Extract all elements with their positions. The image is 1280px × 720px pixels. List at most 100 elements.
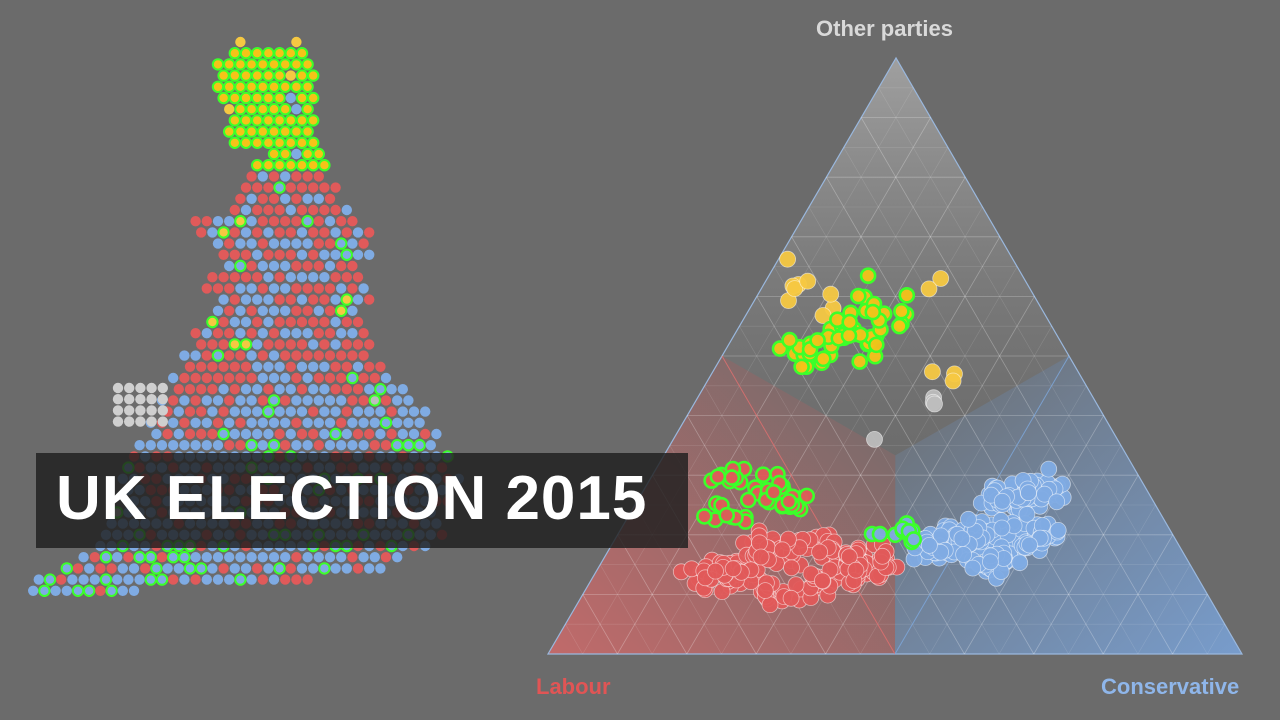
map-constituency: [134, 574, 145, 585]
map-constituency-ni: [112, 405, 124, 416]
constituency-point: [780, 493, 798, 510]
map-constituency: [224, 440, 235, 451]
map-constituency: [364, 361, 375, 372]
map-constituency: [251, 69, 264, 82]
map-constituency: [183, 562, 197, 575]
constituency-point: [964, 559, 982, 577]
map-constituency: [246, 283, 257, 294]
map-constituency: [212, 283, 224, 294]
map-constituency: [308, 339, 319, 350]
map-constituency: [347, 440, 358, 451]
map-constituency: [319, 294, 330, 305]
map-constituency: [252, 428, 263, 440]
map-constituency: [267, 394, 281, 407]
map-constituency: [347, 417, 358, 428]
map-constituency-ni: [112, 394, 124, 405]
map-constituency: [223, 58, 236, 71]
map-constituency: [296, 182, 308, 193]
grid-minor-line: [1137, 564, 1191, 655]
map-constituency: [201, 216, 212, 227]
map-constituency: [319, 272, 330, 283]
map-constituency: [201, 552, 212, 563]
map-constituency: [207, 406, 218, 417]
constituency-point: [841, 313, 859, 331]
map-constituency: [290, 80, 303, 94]
map-constituency: [268, 574, 280, 585]
constituency-point: [932, 270, 950, 287]
map-constituency: [235, 238, 246, 249]
constituency-point: [893, 302, 910, 320]
map-constituency: [274, 428, 285, 440]
constituency-point: [783, 559, 800, 577]
map-constituency: [184, 361, 196, 372]
title-banner: UK ELECTION 2015: [36, 453, 688, 548]
map-constituency: [263, 428, 274, 440]
map-constituency: [336, 260, 347, 272]
map-constituency: [285, 384, 296, 395]
map-constituency: [263, 182, 274, 193]
constituency-point: [798, 487, 816, 505]
map-constituency: [240, 204, 252, 216]
map-constituency: [173, 563, 184, 574]
map-constituency: [267, 439, 281, 452]
constituency-point: [851, 353, 869, 370]
map-constituency: [291, 350, 302, 361]
map-constituency: [319, 361, 330, 372]
map-constituency: [229, 428, 240, 440]
map-constituency: [364, 227, 375, 238]
map-constituency: [251, 91, 264, 105]
constituency-point: [921, 537, 938, 554]
map-constituency: [291, 36, 302, 48]
map-constituency: [224, 574, 235, 585]
map-constituency: [352, 294, 364, 305]
map-constituency: [168, 440, 179, 451]
map-constituency: [218, 294, 229, 305]
map-constituency: [313, 552, 324, 563]
map-constituency: [308, 182, 319, 193]
constituency-point: [756, 582, 774, 599]
map-constituency: [369, 552, 380, 563]
map-constituency: [257, 440, 268, 451]
map-constituency: [319, 227, 330, 238]
map-constituency: [224, 328, 235, 339]
map-constituency: [156, 552, 168, 563]
map-constituency: [341, 406, 352, 417]
map-constituency: [190, 552, 201, 563]
map-constituency: [239, 114, 253, 127]
map-constituency: [245, 125, 258, 138]
map-constituency: [229, 272, 240, 283]
map-constituency: [273, 159, 286, 172]
map-constituency: [330, 406, 341, 417]
map-constituency: [207, 361, 218, 372]
map-constituency: [285, 204, 296, 216]
map-constituency: [302, 574, 313, 585]
map-constituency: [358, 395, 369, 406]
map-constituency: [268, 552, 280, 563]
map-constituency: [123, 574, 134, 585]
map-constituency: [56, 574, 67, 585]
map-constituency: [168, 417, 179, 428]
map-constituency: [347, 283, 358, 294]
constituency-point: [840, 327, 858, 344]
map-constituency: [285, 339, 296, 350]
map-constituency: [105, 584, 118, 597]
map-constituency: [364, 294, 375, 305]
map-constituency: [262, 159, 275, 172]
map-constituency: [240, 406, 252, 417]
map-constituency: [263, 294, 274, 305]
map-constituency: [285, 361, 296, 372]
map-constituency: [235, 395, 246, 406]
map-constituency: [229, 361, 240, 372]
map-constituency: [252, 294, 263, 305]
map-constituency: [257, 574, 268, 585]
map-constituency: [239, 136, 253, 150]
map-constituency: [262, 114, 275, 127]
map-constituency: [217, 226, 230, 239]
map-constituency: [218, 563, 229, 574]
map-constituency: [99, 573, 113, 586]
map-constituency: [291, 417, 302, 428]
map-constituency: [324, 238, 336, 249]
map-constituency: [301, 80, 314, 94]
map-constituency: [246, 350, 257, 361]
